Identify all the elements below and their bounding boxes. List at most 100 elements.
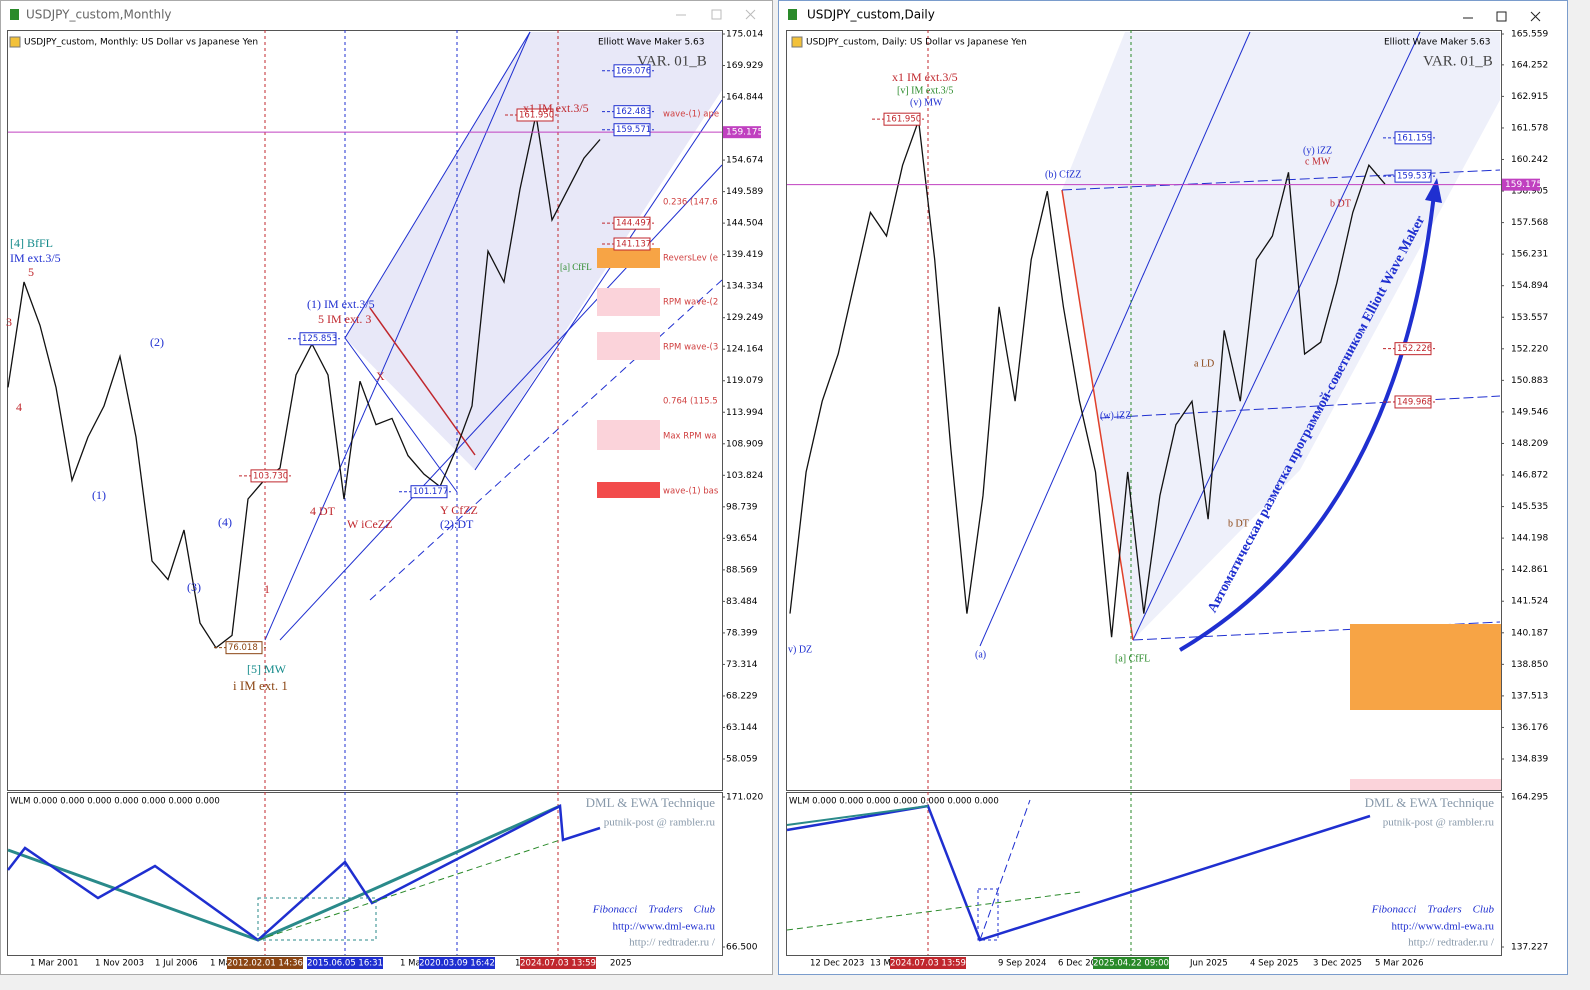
level-label: 149.968 [1397, 397, 1432, 407]
indicator-line [786, 804, 1371, 942]
level-box [1394, 131, 1432, 145]
maximize-button[interactable] [1496, 11, 1507, 22]
wave-label: [5] MW [247, 662, 287, 676]
channel-line [1132, 31, 1421, 641]
wave-label: (2):DT [440, 517, 474, 531]
level-box [613, 123, 651, 137]
level-note: 0.764 (115.5 [663, 397, 718, 407]
y-tick-label: 124.164 [726, 345, 763, 355]
x-tick-label: 2024.07.03 13:59 [520, 959, 596, 969]
y-tick-label: 162.915 [1511, 92, 1548, 102]
variant-label: VAR. 01_B [637, 53, 707, 69]
y-tick-label: 141.524 [1511, 597, 1548, 607]
level-note: 0.236 (147.6 [663, 198, 718, 208]
credit: DML & EWA Technique [586, 795, 716, 810]
indicator-box [257, 897, 377, 941]
wave-label: [a] CfFL [1115, 653, 1150, 664]
channel-line [344, 337, 458, 493]
y-tick-label: 129.249 [726, 313, 763, 323]
credit: putnik-post @ rambler.ru [604, 817, 716, 829]
x-tick-label: 3 Dec 2025 [1313, 959, 1362, 969]
indicator-line [786, 805, 929, 826]
y-tick-label: 164.252 [1511, 60, 1548, 70]
wave-label: [4] BfFL [10, 236, 53, 250]
level-label: 76.018 [228, 643, 258, 653]
variant-label: VAR. 01_B [1423, 53, 1493, 69]
x-tick-label: 1 Nov 2003 [95, 959, 144, 969]
maximize-button[interactable] [711, 9, 722, 20]
channel-line [1132, 621, 1501, 641]
wave-label: 4 DT [310, 504, 336, 518]
wave-label: (y) iZZ [1303, 145, 1332, 156]
zone [597, 248, 660, 268]
level-label: 161.950 [519, 110, 554, 120]
x-tick-label: 2025.04.22 09:00 [1093, 959, 1169, 969]
channel-fill [345, 32, 722, 470]
date-highlight [890, 957, 966, 969]
level-note: wave-(1) ape [663, 110, 719, 120]
x-tick-label: Jun 2025 [1189, 959, 1228, 969]
credit: putnik-post @ rambler.ru [1383, 817, 1495, 829]
y-tick-label: 134.839 [1511, 755, 1548, 765]
channel-line [369, 279, 723, 601]
wave-label: (w) iZZ [1100, 410, 1131, 421]
window-icon [10, 9, 19, 20]
wave-label: (1) IM ext.3/5 [307, 297, 375, 311]
level-label: 161.950 [886, 115, 921, 125]
x-tick-label: 9 Sep 2024 [998, 959, 1046, 969]
y-tick-label: 144.198 [1511, 534, 1548, 544]
y-tick-label: 88.569 [726, 565, 758, 575]
wave-label: c MW [1305, 156, 1331, 167]
level-label: 152.226 [1397, 344, 1432, 354]
y-tick-label: 149.589 [726, 187, 763, 197]
level-note: RPM wave-(3 [663, 343, 718, 353]
channel [7, 30, 723, 955]
y-tick-label: 113.994 [726, 408, 763, 418]
chart-header: USDJPY_custom, Daily: US Dollar vs Japan… [806, 38, 1027, 48]
credit: DML & EWA Technique [1365, 795, 1495, 810]
level-box [516, 108, 554, 122]
y-tick-label: 139.419 [726, 250, 763, 260]
y-tick-label: 153.557 [1511, 313, 1548, 323]
y-tick-label: 137.227 [1511, 943, 1548, 953]
x-tick-label: 2024.07.03 13:59 [890, 959, 966, 969]
x-tick-label: 1 Mar 2 [210, 959, 242, 969]
close-button[interactable] [1530, 11, 1541, 22]
y-tick-label: 68.229 [726, 691, 758, 701]
y-tick-label: 146.872 [1511, 471, 1548, 481]
level-label: 144.497 [616, 219, 651, 229]
channel-line [264, 31, 531, 641]
zone [597, 482, 660, 498]
y-tick-label: 103.824 [726, 471, 763, 481]
zone [1350, 779, 1501, 790]
wave-label: (1) [92, 488, 106, 502]
wave-label: Y CfZZ [440, 503, 478, 517]
current-price-label: 159.175 [726, 128, 763, 138]
indicator-frame [786, 792, 1502, 956]
wave-label: 5 IM ext. 3 [318, 312, 371, 326]
wave-label: a LD [1194, 358, 1214, 369]
indicator-frame [7, 792, 723, 956]
close-button[interactable] [745, 9, 756, 20]
y-tick-label: 148.209 [1511, 439, 1548, 449]
zone [597, 420, 660, 450]
y-tick-label: 140.187 [1511, 628, 1548, 638]
header-icon [9, 36, 21, 48]
y-tick-label: 164.295 [1511, 793, 1548, 803]
window-title: USDJPY_custom,Monthly [26, 8, 172, 22]
y-tick-label: 145.535 [1511, 502, 1548, 512]
y-tick-label: 144.504 [726, 219, 763, 229]
y-tick-label: 157.568 [1511, 218, 1548, 228]
wave-label: v) DZ [788, 644, 812, 655]
level-label: 162.483 [616, 107, 651, 117]
y-tick-label: 156.231 [1511, 250, 1548, 260]
y-tick-label: 149.546 [1511, 407, 1548, 417]
wave-label: b DT [1228, 518, 1249, 529]
x-tick-label: 2025 [610, 959, 632, 969]
y-tick-label: 169.929 [726, 61, 763, 71]
wave-label: (4) [218, 515, 232, 529]
y-tick-label: 175.014 [726, 30, 763, 40]
level-label: 159.537 [1397, 172, 1432, 182]
indicator-line [257, 839, 561, 941]
level-label: 101.177 [413, 487, 448, 497]
